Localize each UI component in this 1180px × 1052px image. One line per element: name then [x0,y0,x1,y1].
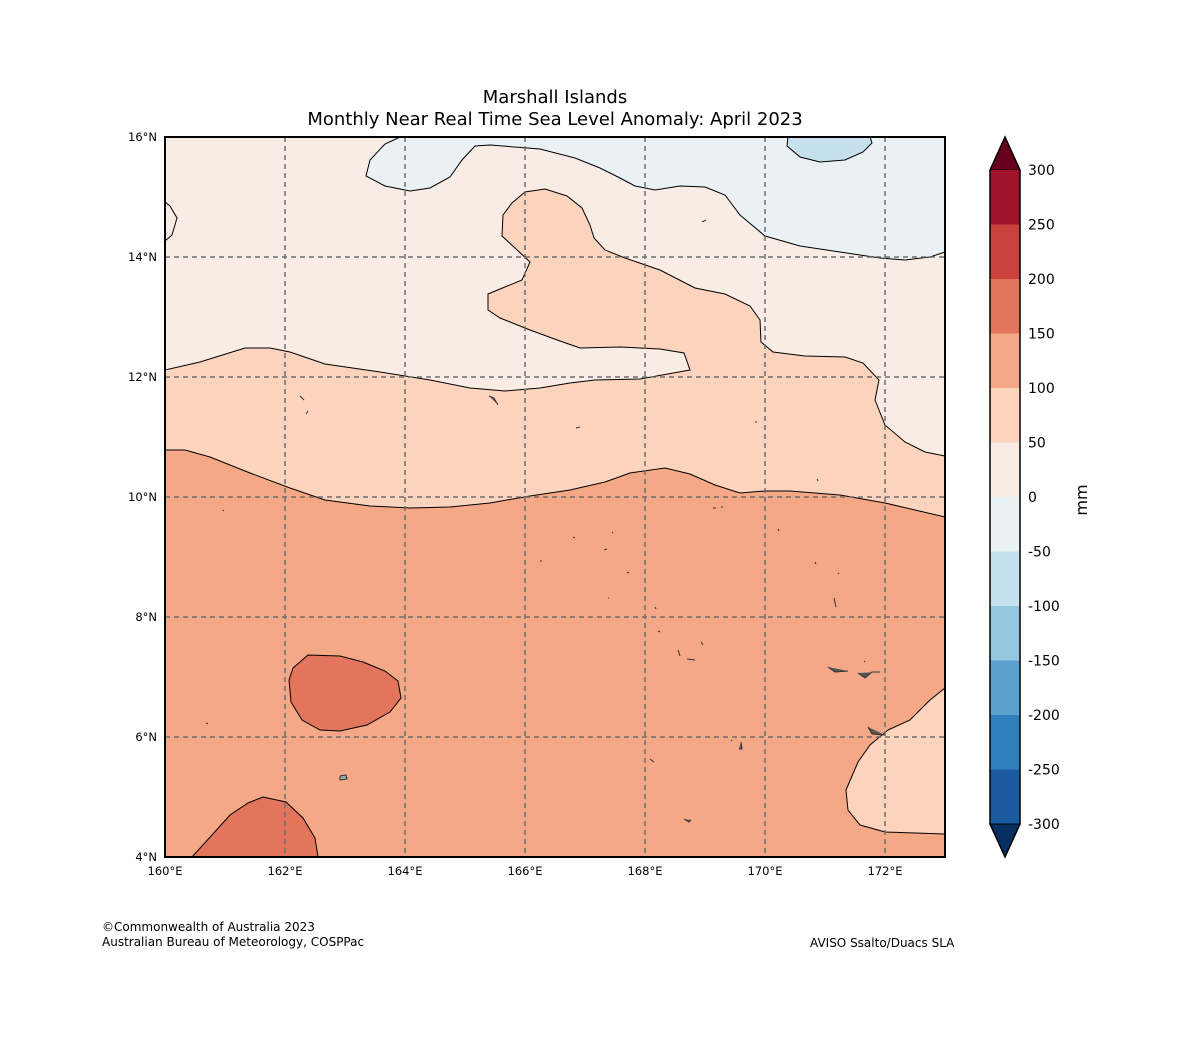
colorbar-segment [990,170,1020,225]
colorbar-tick-label: -300 [1028,817,1060,833]
x-tick-168: 168°E [628,864,663,878]
colorbar-tick-label: 150 [1028,327,1055,343]
colorbar-tick-label: -200 [1028,708,1060,724]
colorbar-segment [990,388,1020,443]
colorbar-segment [990,715,1020,770]
gridlines [165,137,945,857]
colorbar-tick-label: -100 [1028,599,1060,615]
colorbar-outline [989,135,1021,859]
agency-line: Australian Bureau of Meteorology, COSPPa… [102,935,365,949]
colorbar-segment [990,442,1020,497]
colorbar-tick-label: -150 [1028,654,1060,670]
colorbar-tick-label: 250 [1028,218,1055,234]
colorbar-segment [990,551,1020,606]
colorbar-segment [990,279,1020,334]
colorbar-tick-label: 300 [1028,163,1055,179]
contour-map [165,137,945,857]
colorbar-segment [990,769,1020,824]
colorbar-segment [990,224,1020,279]
data-source: AVISO Ssalto/Duacs SLA [810,936,955,950]
chart-subtitle: Monthly Near Real Time Sea Level Anomaly… [307,109,803,130]
band-150-200-southwest [191,796,319,857]
x-tick-162: 162°E [268,864,303,878]
y-tick-12: 12°N [128,370,157,384]
x-tick-160: 160°E [148,864,183,878]
colorbar-tick-label: 50 [1028,436,1046,452]
x-tick-172: 172°E [868,864,903,878]
band-150-200-west [288,654,402,732]
copyright-line: ©Commonwealth of Australia 2023 [102,920,315,934]
colorbar: 300 250 200 150 100 50 0 -50 -100 -150 -200 -250 -30… [989,135,1060,859]
colorbar-tick-label: -50 [1028,545,1051,561]
x-axis-ticks: 160°E 162°E 164°E 166°E 168°E 170°E 172°… [148,864,903,878]
colorbar-tick-label: 0 [1028,490,1037,506]
colorbar-extend-low [989,823,1021,859]
y-tick-4: 4°N [135,850,157,864]
x-tick-164: 164°E [388,864,423,878]
colorbar-segment [990,660,1020,715]
y-tick-6: 6°N [135,730,157,744]
atoll-markers [205,219,886,823]
colorbar-segment [990,497,1020,552]
band-100-150 [165,449,945,857]
band-neg50-0-northwest [365,137,945,261]
x-tick-166: 166°E [508,864,543,878]
colorbar-segment [990,606,1020,661]
x-tick-170: 170°E [748,864,783,878]
colorbar-segment [990,333,1020,388]
colorbar-tick-label: 200 [1028,272,1055,288]
y-axis-ticks: 4°N 6°N 8°N 10°N 12°N 14°N 16°N [128,130,157,864]
colorbar-extend-high [989,135,1021,171]
map-frame [164,136,946,858]
y-tick-16: 16°N [128,130,157,144]
band-50-100-southeast [845,687,945,835]
band-0-50-west-patch [165,201,178,242]
y-tick-8: 8°N [135,610,157,624]
y-tick-14: 14°N [128,250,157,264]
colorbar-unit-label: mm [1072,484,1091,515]
chart-title: Marshall Islands [482,87,628,108]
y-tick-10: 10°N [128,490,157,504]
colorbar-tick-label: 100 [1028,381,1055,397]
colorbar-tick-label: -250 [1028,763,1060,779]
band-neg100-neg50-patch [786,137,873,163]
